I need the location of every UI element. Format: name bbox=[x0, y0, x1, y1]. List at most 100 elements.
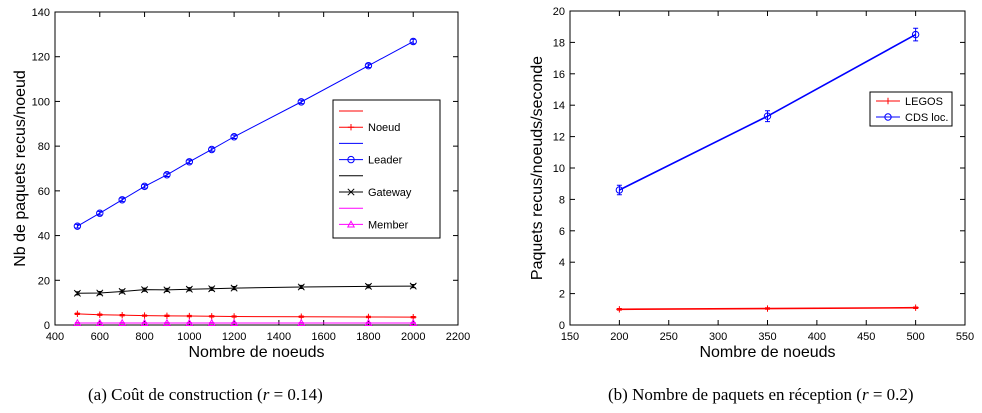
chart-1-y-tick-label: 4 bbox=[559, 257, 565, 269]
chart-0-error-bar bbox=[365, 63, 371, 68]
chart-1-x-tick-label: 500 bbox=[906, 331, 924, 343]
chart-0-x-tick-label: 1200 bbox=[222, 331, 246, 343]
chart-0-series-0 bbox=[74, 310, 417, 321]
chart-0-legend-marker bbox=[346, 220, 356, 228]
chart-1-y-tick-label: 0 bbox=[559, 320, 565, 332]
chart-1-x-axis-label: Nombre de noeuds bbox=[699, 344, 835, 361]
chart-0-data-point bbox=[73, 222, 82, 230]
chart-0-error-bar bbox=[231, 134, 237, 140]
chart-0-data-point bbox=[409, 318, 418, 327]
chart-0-error-bar bbox=[298, 99, 304, 105]
chart-1-x-tick-label: 150 bbox=[561, 331, 579, 343]
chart-0-data-point bbox=[208, 313, 215, 320]
chart-1-y-tick-label: 14 bbox=[553, 100, 565, 112]
chart-0-x-tick-label: 2200 bbox=[446, 331, 470, 343]
chart-0-data-point bbox=[297, 283, 305, 291]
chart-1-series-1 bbox=[615, 27, 920, 196]
chart-1-y-tick-label: 18 bbox=[553, 37, 565, 49]
chart-0-data-point bbox=[297, 98, 305, 106]
chart-0-legend-box bbox=[332, 99, 441, 239]
chart-0-data-point bbox=[208, 145, 216, 154]
chart-0-y-tick-label: 60 bbox=[38, 186, 50, 198]
caption-a: (a) Coût de construction (r = 0.14) bbox=[88, 385, 323, 404]
chart-0-data-point bbox=[185, 285, 193, 293]
chart-0-legend-marker bbox=[347, 124, 355, 131]
chart-1-legend-marker bbox=[884, 113, 892, 121]
chart-1-y-tick-label: 2 bbox=[559, 289, 565, 301]
chart-0-data-point bbox=[73, 318, 82, 327]
chart-1-legend-entry: CDS loc. bbox=[876, 112, 948, 124]
chart-0-data-point bbox=[162, 318, 171, 327]
chart-0-data-point bbox=[96, 289, 104, 297]
chart-0-legend-entry: Gateway bbox=[339, 187, 412, 199]
chart-0-data-point bbox=[185, 318, 194, 327]
chart-0-data-point bbox=[230, 133, 238, 141]
chart-0-series-line bbox=[77, 313, 414, 318]
chart-a: 400 600 800 1000 1200 1400 1600 1800 2000 2200 0 20… bbox=[12, 7, 470, 361]
chart-1-y-axis-label: Paquets recus/noeuds/seconde bbox=[529, 56, 546, 280]
chart-0-data-point bbox=[118, 287, 126, 296]
chart-0-y-tick-label: 80 bbox=[38, 141, 50, 153]
chart-0-legend-label: Leader bbox=[368, 155, 403, 167]
chart-0-data-point bbox=[118, 311, 126, 319]
chart-0-data-point bbox=[140, 318, 149, 327]
chart-0-data-point bbox=[364, 318, 373, 327]
chart-0-x-tick-label: 2000 bbox=[401, 331, 425, 343]
chart-0-y-tick-label: 40 bbox=[38, 231, 50, 243]
chart-0-error-bar bbox=[119, 197, 125, 203]
chart-1-data-point bbox=[764, 305, 771, 312]
chart-1-data-point bbox=[911, 30, 920, 39]
chart-0-x-tick-label: 1400 bbox=[267, 331, 291, 343]
chart-1-y-tick-label: 8 bbox=[559, 194, 565, 206]
chart-0-data-point bbox=[95, 318, 104, 327]
chart-0-data-point bbox=[230, 318, 239, 327]
chart-0-data-point bbox=[163, 286, 171, 294]
chart-0-legend-entry: Member bbox=[339, 219, 409, 231]
chart-1-y-tick-label: 20 bbox=[553, 6, 565, 18]
chart-0-legend-label: Gateway bbox=[368, 187, 412, 199]
chart-b: 150 200 250 300 350 400 450 500 550 0 2 4 6 8 10 12 14 16… bbox=[529, 6, 974, 361]
chart-0-data-point bbox=[409, 37, 417, 46]
chart-1-x-tick-label: 300 bbox=[709, 331, 727, 343]
chart-1-x-tick-label: 350 bbox=[758, 331, 776, 343]
chart-0-series-3 bbox=[73, 318, 418, 327]
chart-0-data-point bbox=[141, 286, 149, 294]
chart-1-y-tick-label: 12 bbox=[553, 132, 565, 144]
chart-1-y-tick-label: 10 bbox=[553, 163, 565, 175]
chart-0-error-bar bbox=[209, 147, 215, 152]
chart-0-x-tick-label: 600 bbox=[91, 331, 109, 343]
chart-0-data-point bbox=[207, 318, 216, 327]
chart-1-x-tick-label: 550 bbox=[956, 331, 974, 343]
chart-0-data-point bbox=[163, 171, 171, 179]
chart-1-data-point bbox=[615, 186, 624, 194]
chart-0-x-tick-label: 400 bbox=[46, 331, 64, 343]
chart-0-y-tick-label: 20 bbox=[38, 275, 50, 287]
chart-1-data-point bbox=[912, 304, 919, 311]
chart-0-data-point bbox=[73, 289, 81, 297]
chart-1-x-tick-label: 450 bbox=[857, 331, 875, 343]
chart-1-x-tick-label: 250 bbox=[660, 331, 678, 343]
chart-0-data-point bbox=[186, 312, 193, 320]
chart-0-error-bar bbox=[97, 210, 103, 216]
chart-1-x-tick-label: 400 bbox=[808, 331, 826, 343]
chart-0-legend-entry: Noeud bbox=[339, 122, 400, 134]
chart-0-error-bar bbox=[142, 184, 148, 189]
chart-0-x-tick-label: 800 bbox=[135, 331, 153, 343]
chart-0-data-point bbox=[208, 285, 216, 293]
chart-1-legend-label: CDS loc. bbox=[905, 112, 948, 124]
chart-0-error-bar bbox=[186, 159, 192, 165]
chart-1-data-point bbox=[616, 306, 623, 313]
chart-1-y-tick-label: 16 bbox=[553, 69, 565, 81]
chart-0-data-point bbox=[118, 196, 126, 204]
chart-0-data-point bbox=[230, 284, 238, 292]
caption-b: (b) Nombre de paquets en réception (r = … bbox=[608, 385, 914, 404]
chart-0-x-tick-label: 1800 bbox=[356, 331, 380, 343]
chart-0-x-tick-label: 1600 bbox=[311, 331, 335, 343]
chart-0-series-1 bbox=[73, 37, 417, 230]
chart-0-data-point bbox=[118, 318, 127, 327]
chart-1-data-point bbox=[763, 112, 772, 120]
chart-0-legend-marker bbox=[347, 155, 355, 164]
chart-0-y-tick-label: 140 bbox=[32, 7, 50, 19]
chart-0-y-tick-label: 0 bbox=[44, 320, 50, 332]
chart-0-data-point bbox=[185, 158, 194, 166]
